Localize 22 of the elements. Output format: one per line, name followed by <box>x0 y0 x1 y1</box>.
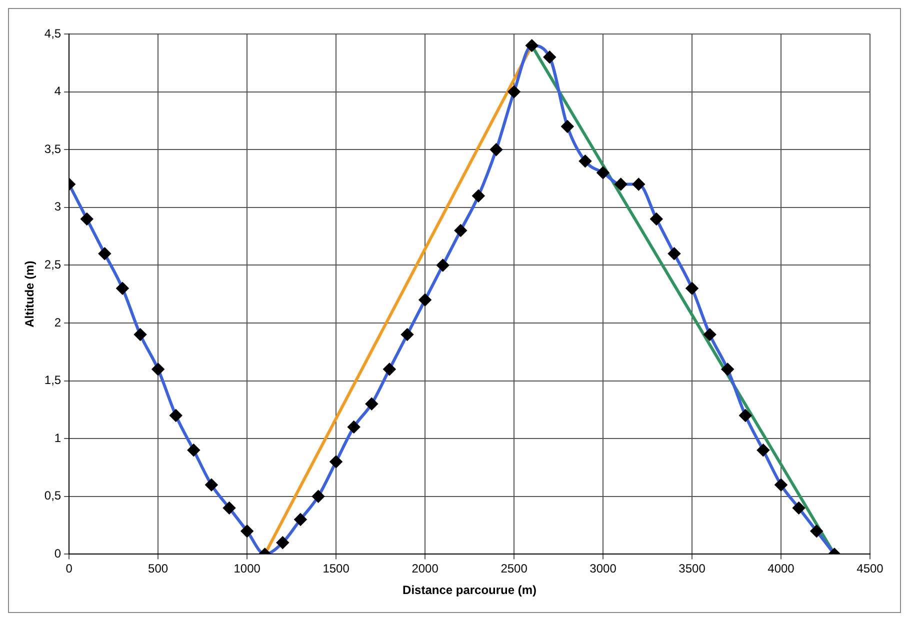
y-axis-title: Altitude (m) <box>22 260 37 328</box>
x-tick-label: 1500 <box>322 562 350 576</box>
x-tick-label: 4500 <box>856 562 884 576</box>
x-tick-label: 0 <box>66 562 73 576</box>
y-tick-label: 0,5 <box>44 488 62 503</box>
y-tick-label: 3 <box>54 200 62 214</box>
x-tick-label: 1000 <box>234 562 261 576</box>
y-tick-label: 4,5 <box>44 26 62 40</box>
y-tick-label: 1 <box>54 430 62 445</box>
x-tick-label: 500 <box>148 562 168 576</box>
y-tick-label: 4 <box>54 84 62 98</box>
y-tick-label: 1,5 <box>44 373 62 388</box>
y-tick-label: 2,5 <box>44 258 62 272</box>
x-tick-label: 3500 <box>678 562 706 576</box>
x-tick-label: 4000 <box>768 562 795 576</box>
x-tick-label: 2000 <box>412 562 439 576</box>
y-tick-label: 3,5 <box>44 142 62 156</box>
x-tick-label: 3000 <box>590 562 617 576</box>
y-tick-label: 2 <box>54 315 62 330</box>
x-tick-label: 2500 <box>500 562 528 576</box>
x-axis-title: Distance parcourue (m) <box>402 583 537 598</box>
y-tick-label: 0 <box>54 546 62 561</box>
